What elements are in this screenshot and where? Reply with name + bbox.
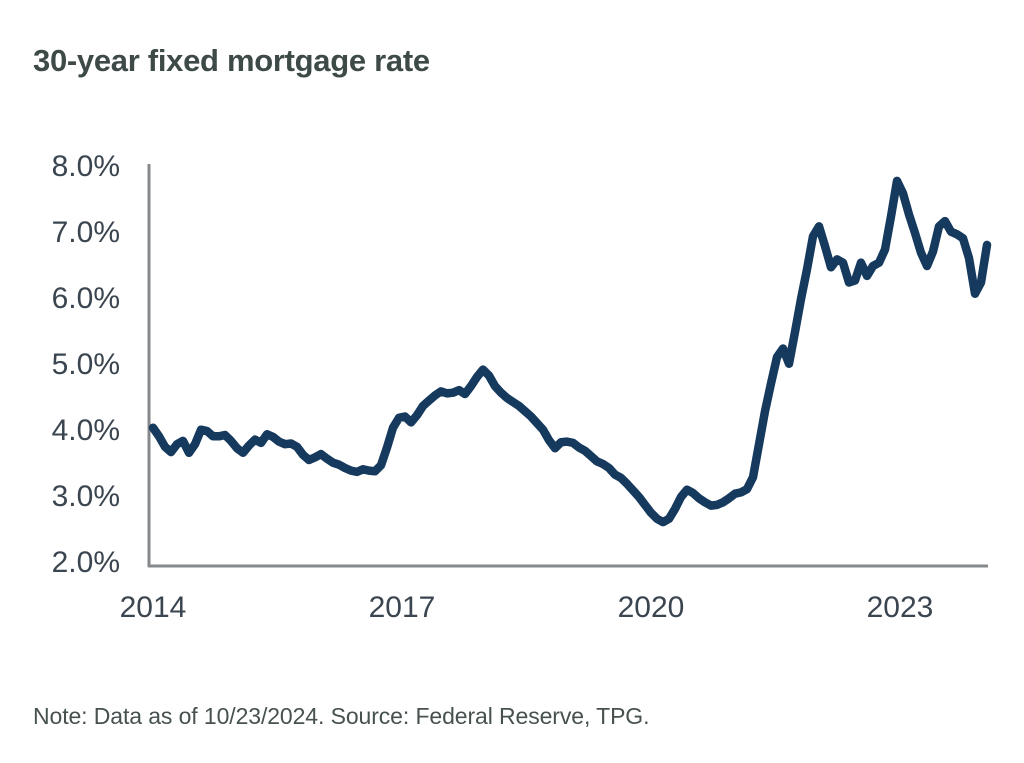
x-tick-label: 2020: [617, 591, 685, 624]
source-note: Note: Data as of 10/23/2024. Source: Fed…: [33, 703, 650, 729]
mortgage-rate-line: [148, 176, 992, 527]
y-tick-label: 7.0%: [51, 216, 120, 249]
y-tick-label: 4.0%: [51, 414, 120, 447]
y-tick-label: 3.0%: [51, 480, 120, 513]
y-tick-label: 8.0%: [51, 150, 120, 183]
chart-title: 30-year fixed mortgage rate: [33, 43, 430, 78]
x-tick-label: 2014: [119, 591, 187, 624]
y-tick-label: 2.0%: [51, 546, 120, 579]
y-tick-label: 5.0%: [51, 348, 120, 381]
x-tick-label: 2017: [368, 591, 436, 624]
x-tick-label: 2023: [866, 591, 934, 624]
y-tick-label: 6.0%: [51, 282, 120, 315]
